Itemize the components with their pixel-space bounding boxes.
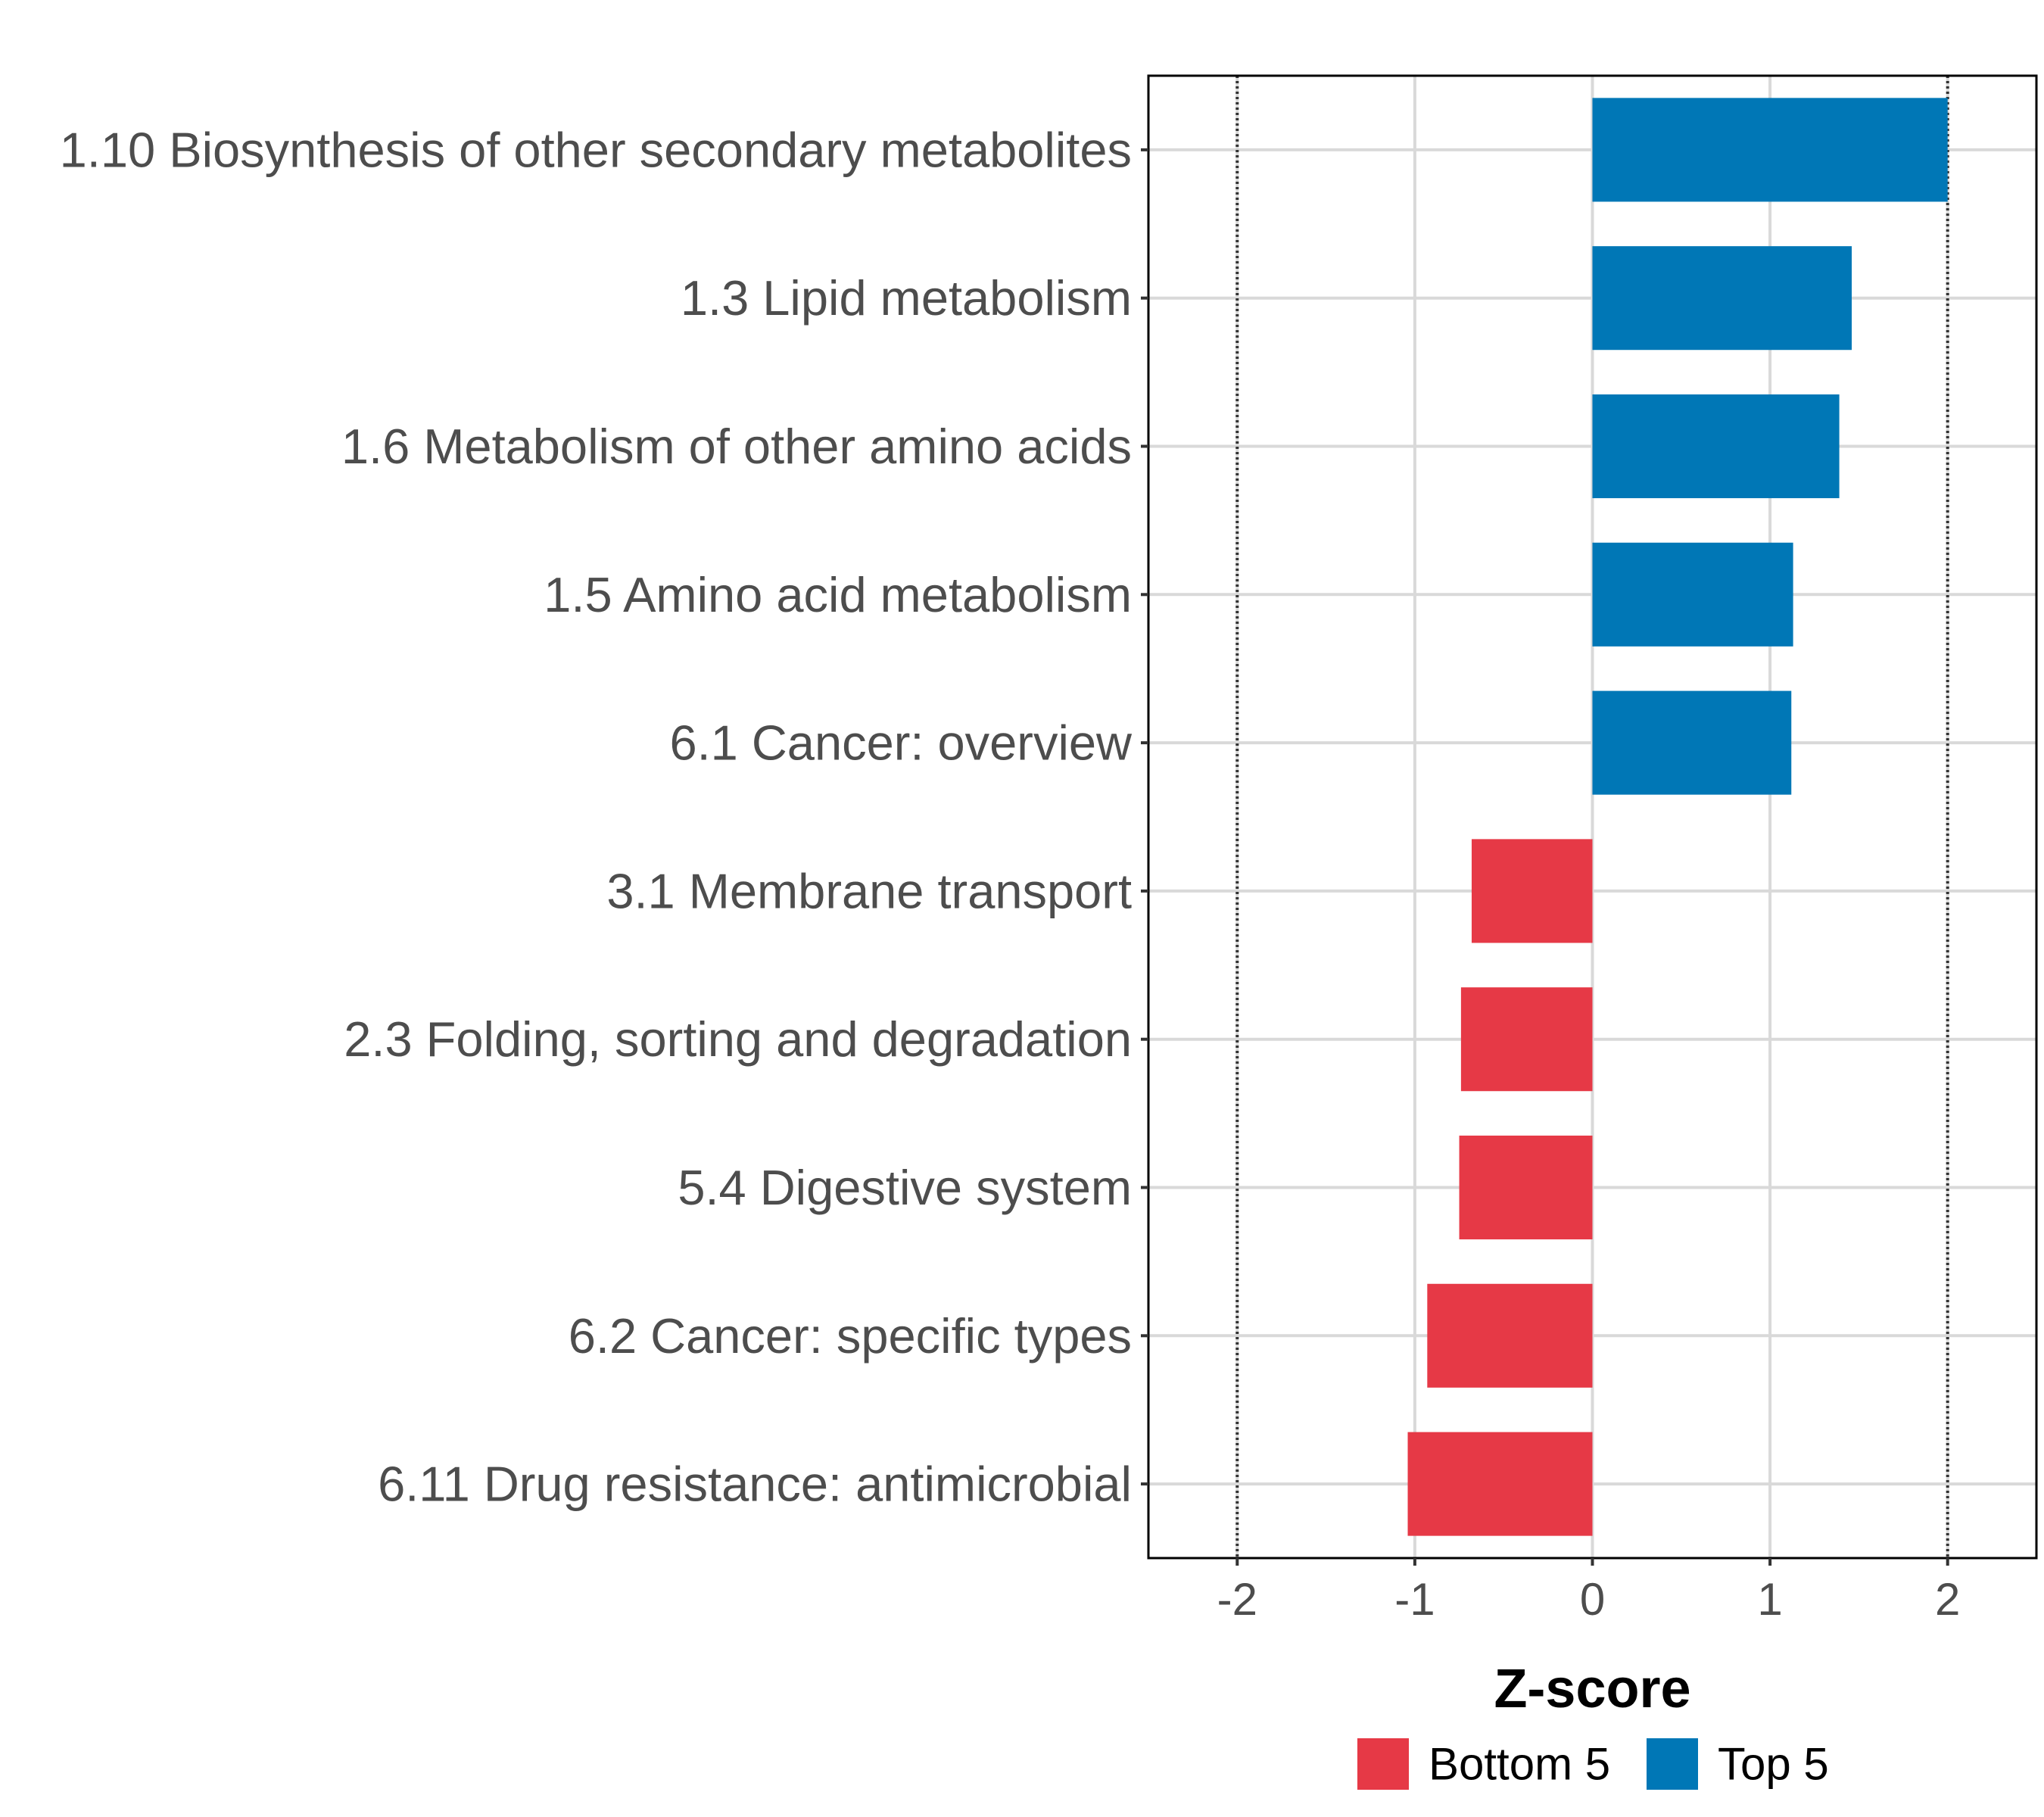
bar [1407, 1432, 1593, 1536]
bar [1592, 98, 1948, 202]
bar [1427, 1283, 1593, 1388]
legend-swatch [1647, 1738, 1698, 1790]
y-axis-ticks: 1.10 Biosynthesis of other secondary met… [60, 122, 1148, 1512]
bar [1592, 542, 1793, 647]
legend-label: Top 5 [1718, 1739, 1829, 1790]
category-label: 1.6 Metabolism of other amino acids [341, 419, 1132, 474]
bar [1460, 987, 1593, 1092]
x-axis-ticks: -2 -1 0 1 2 [1217, 1558, 1960, 1625]
category-label: 1.10 Biosynthesis of other secondary met… [60, 122, 1132, 177]
x-tick-label: 1 [1757, 1574, 1782, 1625]
legend: Bottom 5 Top 5 [1357, 1738, 1829, 1790]
category-label: 6.1 Cancer: overview [669, 715, 1133, 771]
bar [1592, 690, 1792, 795]
reference-lines [1235, 76, 1949, 1558]
legend-swatch [1357, 1738, 1409, 1790]
x-tick-label: 2 [1935, 1574, 1960, 1625]
category-label: 1.5 Amino acid metabolism [544, 567, 1132, 622]
bar [1592, 246, 1852, 351]
category-label: 5.4 Digestive system [678, 1160, 1132, 1215]
bar [1459, 1135, 1593, 1240]
category-label: 6.11 Drug resistance: antimicrobial [378, 1457, 1132, 1512]
bars [1407, 98, 1948, 1536]
legend-label: Bottom 5 [1429, 1739, 1610, 1790]
category-label: 2.3 Folding, sorting and degradation [344, 1011, 1132, 1067]
bar [1471, 839, 1593, 943]
x-tick-label: 0 [1580, 1574, 1605, 1625]
x-tick-label: -1 [1394, 1574, 1435, 1625]
category-label: 1.3 Lipid metabolism [681, 270, 1132, 326]
bar [1592, 394, 1840, 499]
category-label: 6.2 Cancer: specific types [569, 1308, 1132, 1364]
x-axis-title: Z-score [1494, 1659, 1690, 1719]
x-tick-label: -2 [1217, 1574, 1257, 1625]
category-label: 3.1 Membrane transport [606, 863, 1132, 918]
